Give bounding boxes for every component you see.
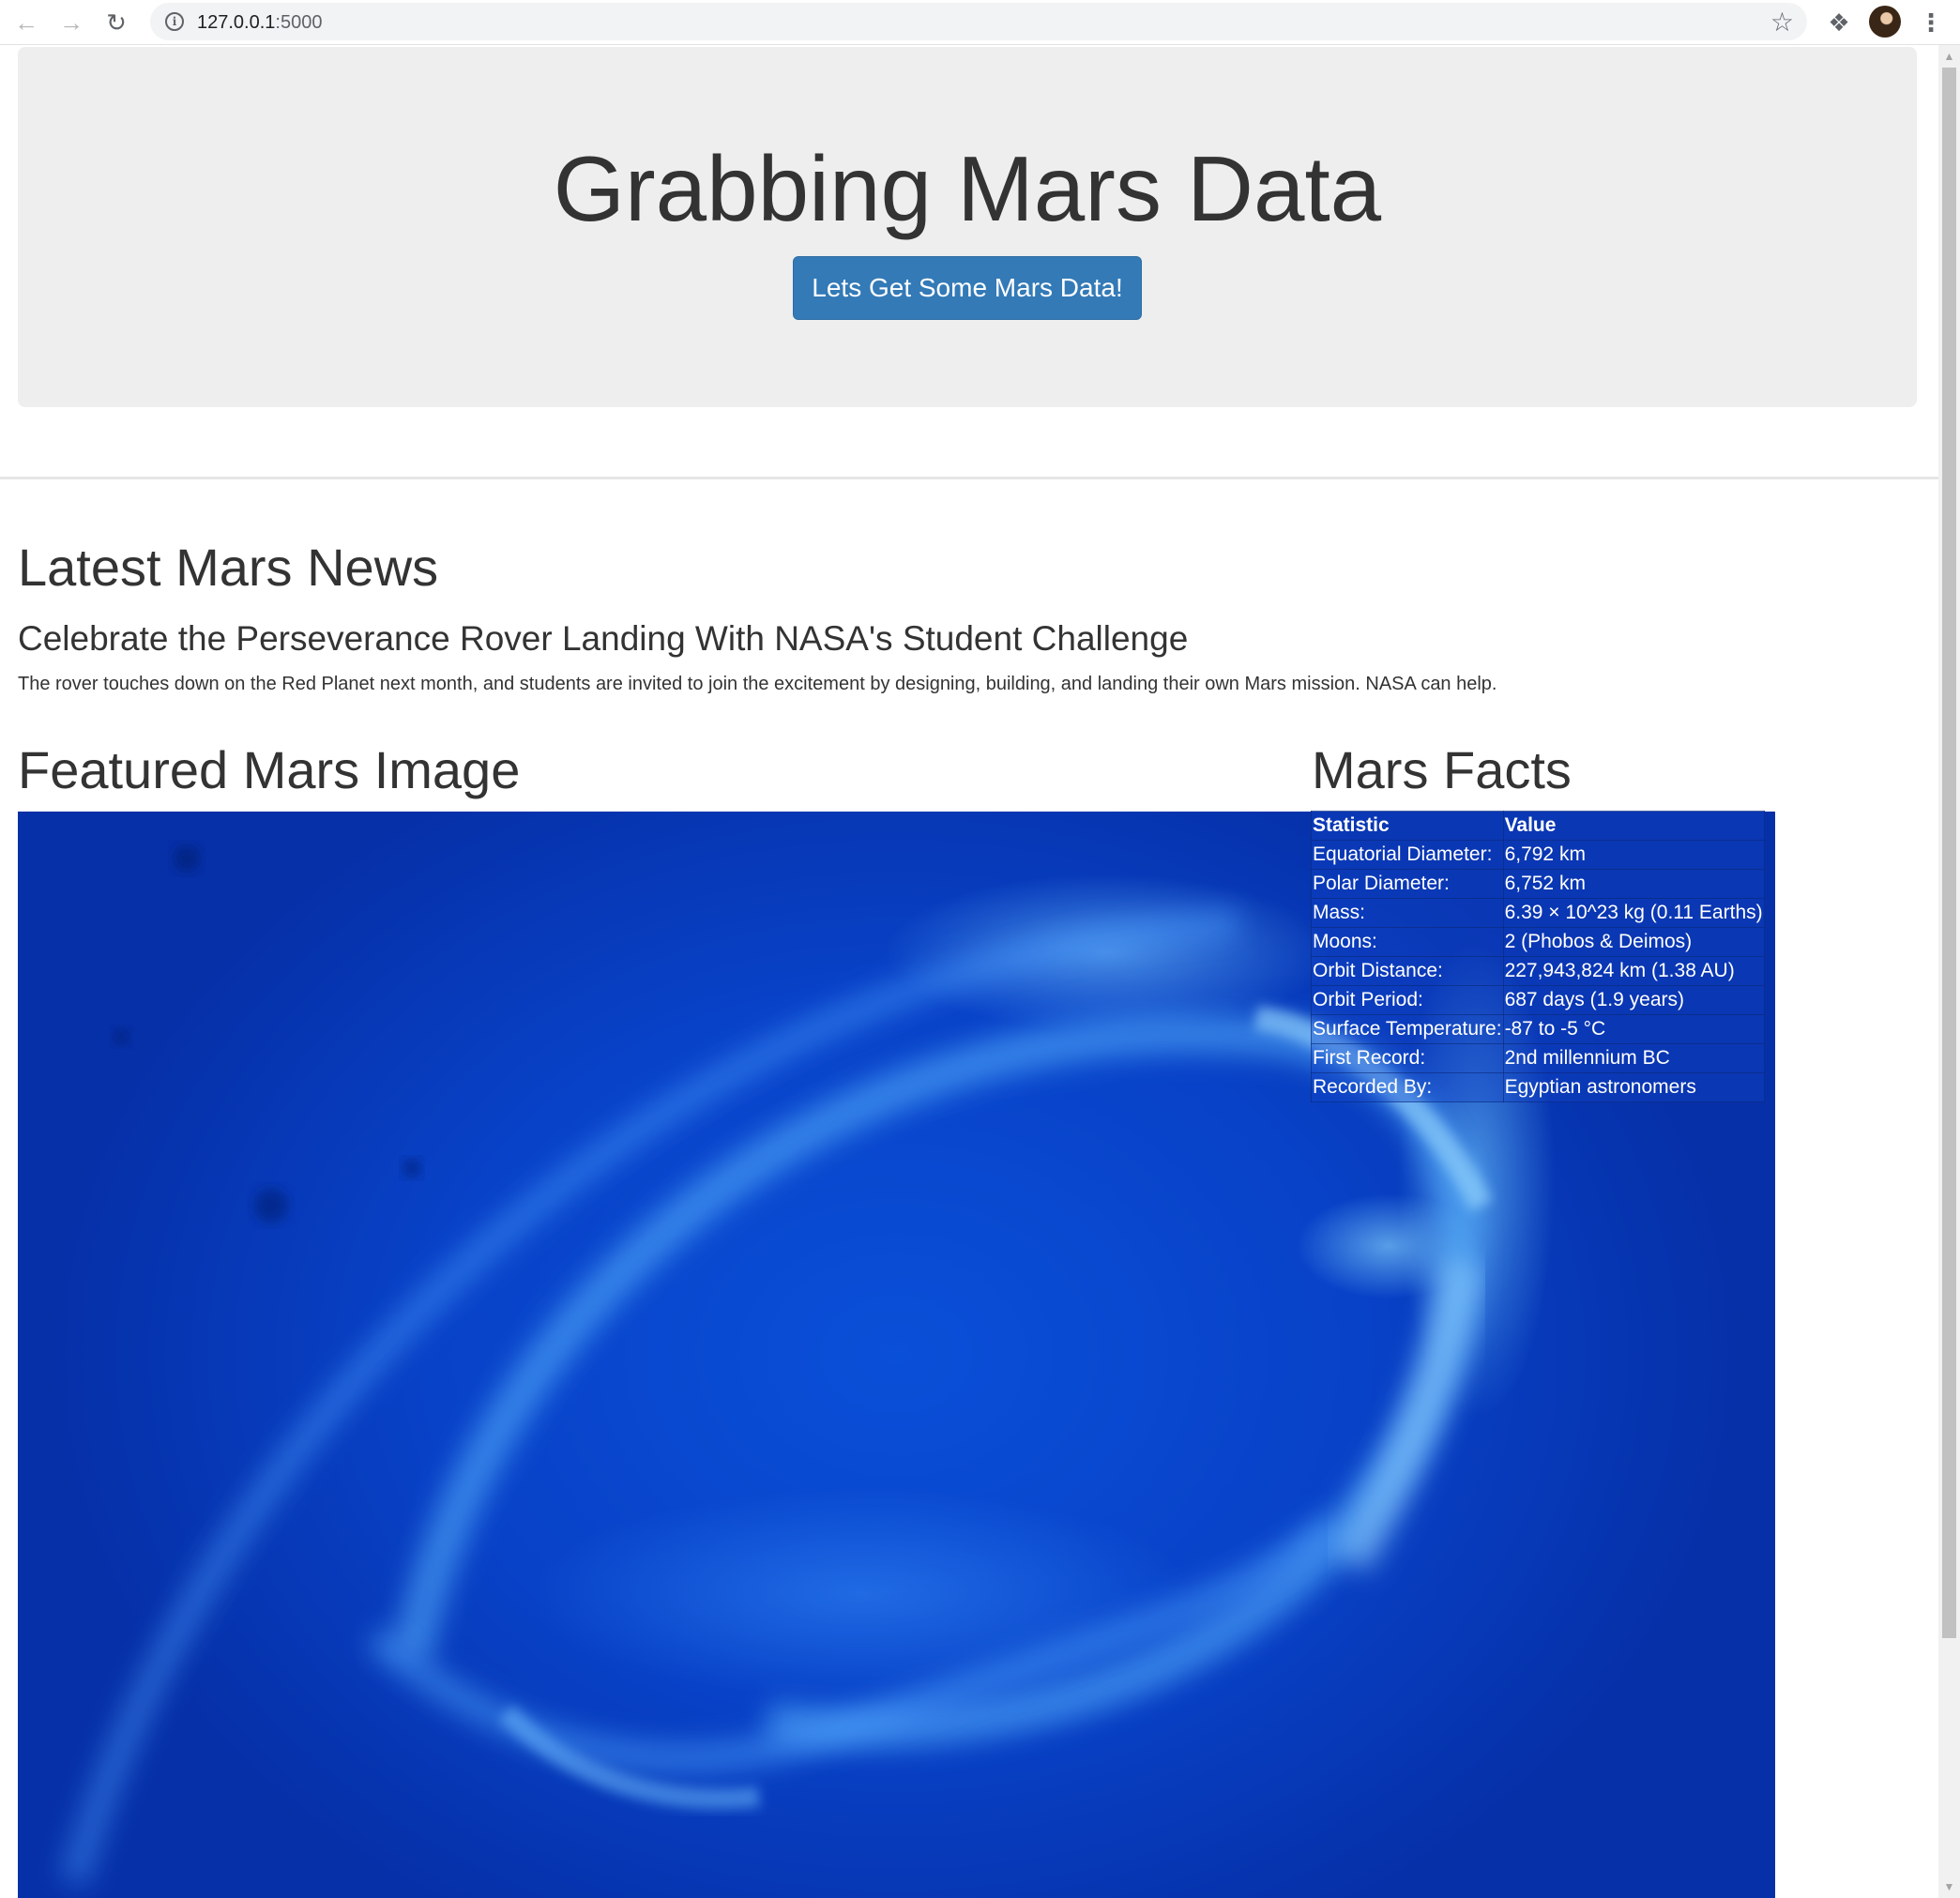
reload-icon[interactable]: ↻ (106, 8, 127, 37)
mars-facts-table: Statistic Value Equatorial Diameter: 6,79… (1311, 811, 1765, 1102)
info-icon[interactable]: i (165, 12, 184, 31)
page-content: Grabbing Mars Data Lets Get Some Mars Da… (0, 45, 1938, 1898)
url-host: 127.0.0.1 (197, 12, 276, 33)
forward-arrow-icon[interactable]: → (59, 8, 84, 37)
featured-image-heading: Featured Mars Image (18, 740, 521, 799)
statistic-cell: Equatorial Diameter: (1311, 840, 1504, 870)
page-title: Grabbing Mars Data (553, 137, 1382, 240)
puzzle-icon[interactable]: ❖ (1828, 8, 1850, 37)
value-cell: 687 days (1.9 years) (1502, 985, 1765, 1015)
news-heading: Latest Mars News (18, 538, 439, 597)
statistic-cell: Surface Temperature: (1311, 1014, 1504, 1044)
value-cell: 6.39 × 10^23 kg (0.11 Earths) (1502, 898, 1765, 928)
value-cell: -87 to -5 °C (1502, 1014, 1765, 1044)
statistic-cell: First Record: (1311, 1043, 1504, 1073)
statistic-cell: Mass: (1311, 898, 1504, 928)
divider (0, 477, 1938, 479)
jumbotron: Grabbing Mars Data Lets Get Some Mars Da… (18, 47, 1917, 407)
column-header-value: Value (1502, 811, 1765, 841)
table-row: Recorded By: Egyptian astronomers (1311, 1072, 1765, 1102)
table-row: Equatorial Diameter: 6,792 km (1311, 840, 1765, 870)
value-cell: 2nd millennium BC (1502, 1043, 1765, 1073)
statistic-cell: Recorded By: (1311, 1072, 1504, 1102)
news-paragraph: The rover touches down on the Red Planet… (18, 674, 1497, 694)
table-row: Surface Temperature: -87 to -5 °C (1311, 1014, 1765, 1044)
table-row: Moons: 2 (Phobos & Deimos) (1311, 927, 1765, 957)
scroll-down-arrow-icon[interactable]: ▼ (1943, 1880, 1955, 1893)
table-row: Orbit Period: 687 days (1.9 years) (1311, 985, 1765, 1015)
star-icon[interactable]: ☆ (1770, 8, 1794, 37)
table-row: Polar Diameter: 6,752 km (1311, 869, 1765, 899)
avatar[interactable] (1869, 6, 1901, 38)
facts-heading: Mars Facts (1312, 740, 1572, 799)
address-bar[interactable]: i 127.0.0.1:5000 ☆ (150, 3, 1807, 40)
statistic-cell: Orbit Distance: (1311, 956, 1504, 986)
column-header-statistic: Statistic (1311, 811, 1504, 841)
url-port: :5000 (275, 12, 323, 33)
statistic-cell: Polar Diameter: (1311, 869, 1504, 899)
scrollbar-thumb[interactable] (1942, 68, 1956, 1638)
value-cell: 2 (Phobos & Deimos) (1502, 927, 1765, 957)
statistic-cell: Moons: (1311, 927, 1504, 957)
table-header-row: Statistic Value (1311, 811, 1765, 841)
vertical-scrollbar[interactable]: ▲ ▼ (1938, 45, 1960, 1898)
value-cell: 6,752 km (1502, 869, 1765, 899)
browser-toolbar: ← → ↻ i 127.0.0.1:5000 ☆ ❖ ⋮ (0, 0, 1960, 45)
news-title: Celebrate the Perseverance Rover Landing… (18, 619, 1189, 658)
scrape-button[interactable]: Lets Get Some Mars Data! (793, 256, 1142, 320)
kebab-menu-icon[interactable]: ⋮ (1919, 8, 1943, 37)
url-text[interactable]: 127.0.0.1:5000 (197, 12, 322, 34)
table-row: First Record: 2nd millennium BC (1311, 1043, 1765, 1073)
scroll-up-arrow-icon[interactable]: ▲ (1943, 50, 1955, 63)
value-cell: Egyptian astronomers (1502, 1072, 1765, 1102)
back-arrow-icon[interactable]: ← (14, 8, 38, 37)
value-cell: 227,943,824 km (1.38 AU) (1502, 956, 1765, 986)
table-row: Orbit Distance: 227,943,824 km (1.38 AU) (1311, 956, 1765, 986)
table-row: Mass: 6.39 × 10^23 kg (0.11 Earths) (1311, 898, 1765, 928)
value-cell: 6,792 km (1502, 840, 1765, 870)
statistic-cell: Orbit Period: (1311, 985, 1504, 1015)
